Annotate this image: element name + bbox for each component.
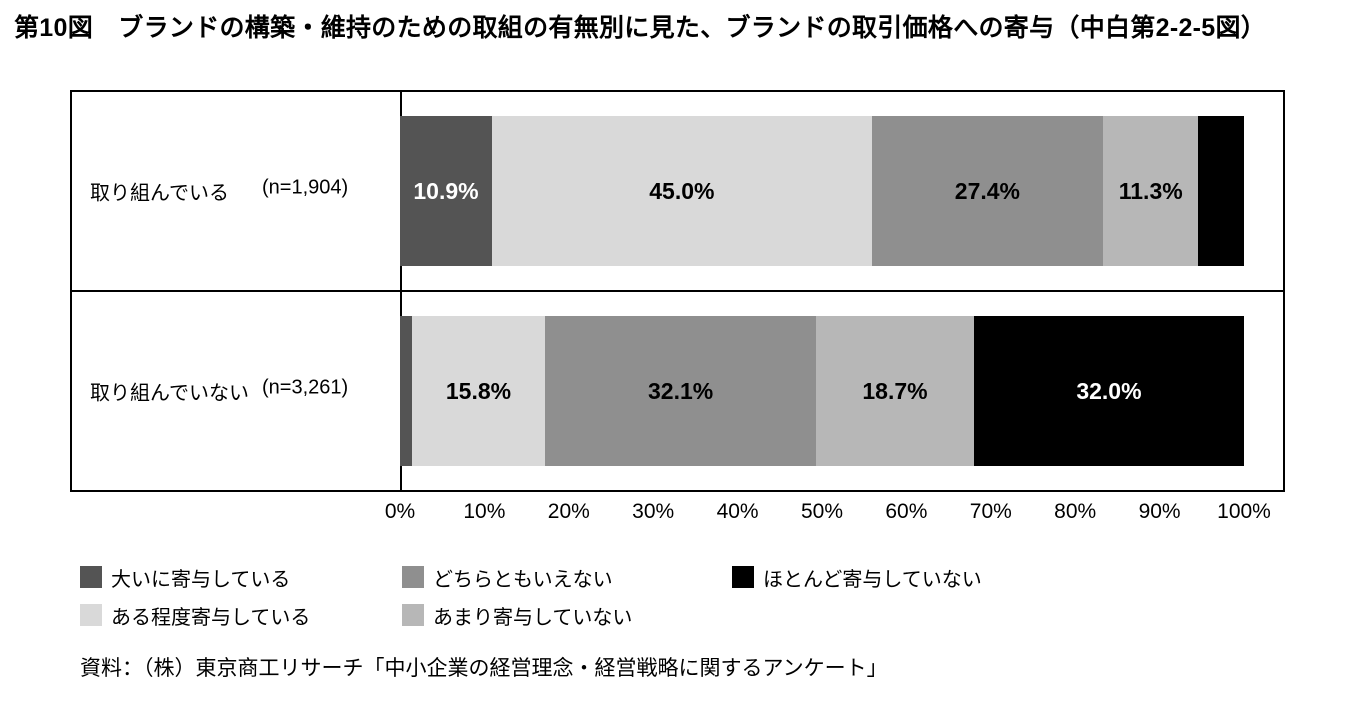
legend-item: ある程度寄与している	[80, 601, 402, 630]
bar-segment: 32.1%	[545, 316, 817, 466]
legend-label: ほとんど寄与していない	[763, 568, 982, 591]
category-name: 取り組んでいない	[90, 382, 249, 405]
x-tick-label: 20%	[547, 500, 590, 523]
stacked-bar: 10.9% 45.0% 27.4% 11.3%	[400, 116, 1244, 266]
bar-segment: 10.9%	[400, 116, 492, 266]
legend-label: 大いに寄与している	[111, 568, 291, 591]
x-tick-label: 90%	[1138, 500, 1181, 523]
bar-segment	[400, 316, 412, 466]
x-tick-label: 0%	[384, 500, 416, 523]
legend-item: 大いに寄与している	[80, 563, 402, 592]
x-tick-label: 50%	[800, 500, 844, 523]
x-tick-label: 40%	[716, 500, 759, 523]
chart-plot-area: 取り組んでいる (n=1,904) 10.9% 45.0% 27.4% 11.3% 取…	[70, 90, 1285, 492]
legend-swatch	[732, 566, 754, 588]
bar-segment: 11.3%	[1103, 116, 1199, 266]
legend-item: どちらともいえない	[402, 563, 732, 592]
legend-swatch	[80, 566, 102, 588]
legend: 大いに寄与している ある程度寄与している どちらともいえない あまり寄与していない ほと…	[80, 558, 982, 634]
category-label: 取り組んでいない (n=3,261)	[90, 377, 348, 406]
category-name: 取り組んでいる	[90, 182, 229, 205]
bar-segment: 32.0%	[973, 316, 1244, 466]
legend-label: どちらともいえない	[433, 568, 613, 591]
bar-segment: 15.8%	[411, 316, 546, 466]
x-tick-label: 70%	[969, 500, 1012, 523]
bar-segment: 45.0%	[491, 116, 872, 266]
stacked-bar: 15.8% 32.1% 18.7% 32.0%	[400, 316, 1244, 466]
bar-row: 取り組んでいる (n=1,904) 10.9% 45.0% 27.4% 11.3%	[72, 92, 1283, 292]
legend-item: ほとんど寄与していない	[732, 563, 982, 592]
category-label: 取り組んでいる (n=1,904)	[90, 177, 348, 206]
bar-segment: 27.4%	[871, 116, 1104, 266]
category-sample-size: (n=3,261)	[262, 376, 349, 399]
bar-row: 取り組んでいない (n=3,261) 15.8% 32.1% 18.7% 32.0%	[72, 292, 1283, 490]
category-sample-size: (n=1,904)	[262, 176, 349, 199]
x-tick-label: 60%	[885, 500, 928, 523]
legend-swatch	[402, 604, 424, 626]
chart-title: 第10図 ブランドの構築・維持のための取組の有無別に見た、ブランドの取引価格への…	[14, 14, 1267, 42]
legend-label: あまり寄与していない	[433, 606, 633, 629]
x-tick-label: 80%	[1054, 500, 1097, 523]
source-note: 資料：（株）東京商工リサーチ「中小企業の経営理念・経営戦略に関するアンケート」	[80, 656, 888, 680]
bar-segment: 18.7%	[816, 316, 974, 466]
legend-swatch	[80, 604, 102, 626]
x-axis-tick-labels: 0% 10% 20% 30% 40% 50% 60% 70% 80% 90% 100%	[385, 500, 1271, 528]
legend-item: あまり寄与していない	[402, 601, 732, 630]
bar-segment	[1198, 116, 1244, 266]
x-tick-label: 30%	[632, 500, 675, 523]
legend-swatch	[402, 566, 424, 588]
x-tick-label: 10%	[463, 500, 506, 523]
legend-label: ある程度寄与している	[111, 606, 311, 629]
x-tick-label: 100%	[1217, 500, 1271, 523]
